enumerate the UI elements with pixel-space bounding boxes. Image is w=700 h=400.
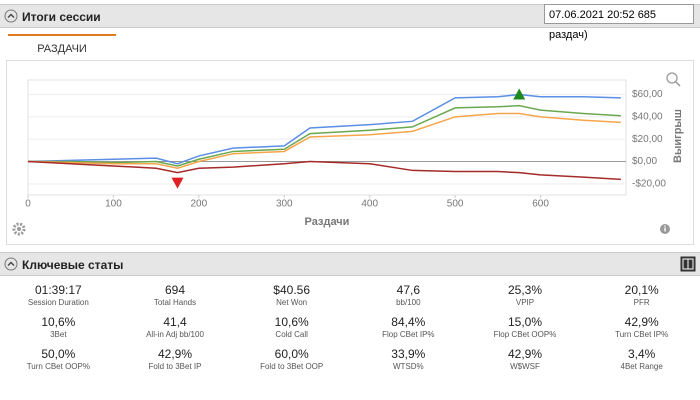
- stat-label: Total Hands: [153, 298, 197, 307]
- stat: 42,9% Turn CBet IP%: [583, 315, 700, 339]
- stat-value: 15,0%: [507, 315, 542, 329]
- stat-label: VPIP: [515, 298, 535, 307]
- stat-value: 01:39:17: [34, 283, 82, 297]
- stat: 42,9% W$WSF: [467, 347, 584, 371]
- stat-label: Cold Call: [275, 330, 308, 339]
- y-tick-label: -$20,00: [632, 178, 666, 189]
- stat-value: 3,4%: [627, 347, 656, 361]
- stat-label: WTSD%: [392, 362, 424, 371]
- stat-label: bb/100: [396, 298, 421, 307]
- stat: 01:39:17 Session Duration: [0, 283, 117, 307]
- stat-label: Fold to 3Bet OOP: [260, 362, 324, 371]
- x-tick-label: 0: [25, 199, 31, 210]
- info-icon[interactable]: [660, 224, 670, 234]
- stat-label: Flop CBet IP%: [382, 330, 435, 339]
- stat-label: Fold to 3Bet IP: [148, 362, 202, 371]
- stat-value: 25,3%: [507, 283, 542, 297]
- series-line: [27, 112, 621, 169]
- stat-value: 10,6%: [274, 315, 309, 329]
- min-marker: [171, 177, 184, 189]
- x-tick-label: 600: [532, 199, 549, 210]
- stats-header: Ключевые статы: [0, 252, 700, 276]
- stats-grid: 01:39:17 Session Duration 694 Total Hands $4…: [0, 283, 700, 371]
- series-line: [27, 93, 621, 165]
- stat-label: All-in Adj bb/100: [146, 330, 204, 339]
- tab[interactable]: РАЗДАЧИ: [8, 34, 116, 60]
- session-select-text: 07.06.2021 20:52 685 раздач): [549, 9, 657, 41]
- stat-value: 42,9%: [624, 315, 659, 329]
- plot-frame: [27, 79, 627, 196]
- session-title: Итоги сессии: [22, 10, 101, 24]
- chart: Раздачи Выигрыш $60,00 $40,00 $20,00 $0,00 -…: [12, 72, 684, 236]
- series-line: [28, 104, 621, 167]
- stat-value: 694: [164, 283, 185, 297]
- y-tick-label: $40,00: [632, 111, 663, 122]
- x-tick-label: 300: [276, 199, 293, 210]
- stat-label: 3Bet: [50, 330, 67, 339]
- y-tick-label: $20,00: [632, 134, 663, 145]
- stat-label: PFR: [633, 298, 650, 307]
- stat: 3,4% 4Bet Range: [583, 347, 700, 371]
- stat-label: Turn CBet OOP%: [26, 362, 90, 371]
- stat: 41,4 All-in Adj bb/100: [117, 315, 234, 339]
- x-tick-label: 200: [191, 199, 208, 210]
- collapse-icon[interactable]: [4, 257, 18, 271]
- stat-value: 50,0%: [41, 347, 76, 361]
- y-axis-label: Выигрыш: [672, 109, 684, 163]
- stat: 50,0% Turn CBet OOP%: [0, 347, 117, 371]
- stat: 20,1% PFR: [583, 283, 700, 307]
- stat-value: 10,6%: [41, 315, 76, 329]
- stat-value: 42,9%: [507, 347, 542, 361]
- stat-label: Session Duration: [27, 298, 89, 307]
- stat-label: W$WSF: [510, 362, 540, 371]
- stat-value: 60,0%: [274, 347, 309, 361]
- stat-label: Net Won: [276, 298, 308, 307]
- stat-value: 47,6: [396, 283, 420, 297]
- stat: 694 Total Hands: [117, 283, 234, 307]
- stat-label: Turn CBet IP%: [615, 330, 669, 339]
- stat-value: 41,4: [163, 315, 187, 329]
- x-tick-label: 500: [447, 199, 464, 210]
- stat-value: 42,9%: [157, 347, 192, 361]
- stat: 47,6 bb/100: [350, 283, 467, 307]
- stat: 84,4% Flop CBet IP%: [350, 315, 467, 339]
- stat: 10,6% 3Bet: [0, 315, 117, 339]
- y-tick-label: $60,00: [632, 89, 663, 100]
- max-marker: [513, 88, 526, 100]
- x-tick-label: 100: [105, 199, 122, 210]
- stat-label: Flop CBet OOP%: [493, 330, 557, 339]
- collapse-icon[interactable]: [4, 9, 18, 23]
- stat: 33,9% WTSD%: [350, 347, 467, 371]
- chart-panel: [6, 60, 694, 245]
- stat-value: 20,1%: [624, 283, 659, 297]
- stat: $40.56 Net Won: [233, 283, 350, 307]
- stat: 10,6% Cold Call: [233, 315, 350, 339]
- session-select[interactable]: 07.06.2021 20:52 685 раздач): [544, 4, 694, 41]
- zoom-icon[interactable]: [666, 72, 681, 87]
- x-tick-label: 400: [361, 199, 378, 210]
- stat: 60,0% Fold to 3Bet OOP: [233, 347, 350, 371]
- stat: 42,9% Fold to 3Bet IP: [117, 347, 234, 371]
- series-line: [27, 160, 621, 181]
- stat: 25,3% VPIP: [467, 283, 584, 307]
- stats-title: Ключевые статы: [22, 258, 124, 272]
- y-tick-label: $0,00: [632, 156, 657, 167]
- stat-value: $40.56: [273, 283, 310, 297]
- x-axis-label: Раздачи: [305, 216, 350, 228]
- stat-value: 84,4%: [391, 315, 426, 329]
- stat: 15,0% Flop CBet OOP%: [467, 315, 584, 339]
- layout-icon[interactable]: [680, 256, 696, 272]
- settings-icon[interactable]: [12, 222, 26, 236]
- stat-label: 4Bet Range: [620, 362, 663, 371]
- stat-value: 33,9%: [391, 347, 426, 361]
